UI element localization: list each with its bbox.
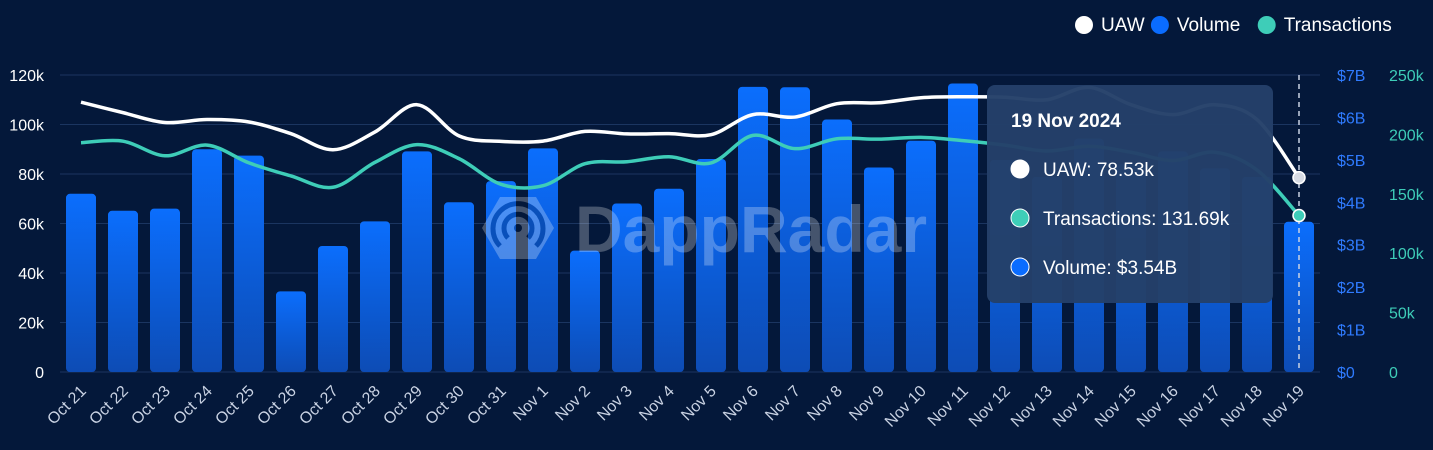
left-axis-tick-label: 20k xyxy=(18,316,45,333)
x-axis-tick-label: Nov 8 xyxy=(804,383,846,425)
volume-axis-tick-label: $5B xyxy=(1337,153,1365,170)
volume-bar xyxy=(822,119,852,372)
tooltip-title: 19 Nov 2024 xyxy=(1011,111,1121,132)
tooltip-item: Volume: $3.54B xyxy=(1043,258,1177,279)
volume-axis-tick-label: $3B xyxy=(1337,238,1365,255)
volume-bar xyxy=(864,167,894,372)
uaw-hover-point xyxy=(1292,170,1306,185)
volume-bar xyxy=(108,210,138,372)
x-axis-tick-label: Nov 7 xyxy=(762,383,804,425)
legend-marker-transactions xyxy=(1257,16,1276,34)
tooltip-marker xyxy=(1010,159,1030,179)
legend-label-volume: Volume xyxy=(1177,15,1240,36)
legend-marker-volume xyxy=(1150,16,1169,34)
volume-bar xyxy=(612,203,642,372)
x-axis-tick-label: Nov 6 xyxy=(720,383,762,425)
dappradar-watermark: DappRadar xyxy=(482,192,927,266)
x-axis-tick-label: Oct 28 xyxy=(338,383,383,428)
tooltip-item: UAW: 78.53k xyxy=(1043,160,1154,181)
left-axis-tick-label: 120k xyxy=(9,68,45,85)
x-axis-tick-label: Oct 22 xyxy=(86,383,131,428)
legend: UAW Volume Transactions xyxy=(1075,15,1392,36)
x-axis-tick-label: Oct 24 xyxy=(170,383,215,428)
left-axis-tick-label: 100k xyxy=(9,118,45,135)
volume-bar xyxy=(276,291,306,372)
left-axis-tick-label: 60k xyxy=(18,217,45,234)
transactions-axis-tick-label: 0 xyxy=(1389,365,1398,382)
volume-bar xyxy=(528,148,558,372)
tooltip: 19 Nov 2024 UAW: 78.53k Transactions: 131.… xyxy=(987,85,1273,303)
legend-marker-uaw xyxy=(1075,16,1093,34)
x-axis-tick-label: Nov 16 xyxy=(1134,383,1182,431)
tooltip-marker xyxy=(1010,257,1030,277)
x-axis-tick-label: Nov 3 xyxy=(594,383,636,425)
volume-bar xyxy=(486,181,516,372)
x-axis-tick-label: Nov 15 xyxy=(1092,383,1140,431)
volume-bar xyxy=(780,87,810,372)
x-axis-tick-label: Nov 18 xyxy=(1218,383,1266,431)
x-axis-tick-label: Oct 25 xyxy=(212,383,257,428)
grid-lines xyxy=(60,74,1320,373)
legend-label-uaw: UAW xyxy=(1101,15,1145,36)
x-axis-tick-label: Nov 2 xyxy=(552,383,594,425)
x-axis-tick-label: Nov 14 xyxy=(1050,383,1098,431)
x-axis-tick-label: Oct 21 xyxy=(44,383,89,428)
tooltip-item: Transactions: 131.69k xyxy=(1043,209,1230,230)
tooltip-marker xyxy=(1010,208,1030,228)
volume-bar xyxy=(360,221,390,372)
x-axis-tick-label: Oct 26 xyxy=(254,383,299,428)
dappradar-logo-icon xyxy=(482,197,554,259)
volume-bar xyxy=(570,250,600,372)
volume-bar xyxy=(1284,221,1314,372)
volume-bar xyxy=(444,202,474,372)
hover-crosshair xyxy=(1292,75,1306,372)
transactions-axis-tick-label: 150k xyxy=(1389,187,1425,204)
transactions-axis-tick-label: 100k xyxy=(1389,246,1425,263)
volume-bar xyxy=(234,155,264,372)
volume-axis-tick-label: $7B xyxy=(1337,68,1365,85)
volume-axis-tick-label: $6B xyxy=(1337,110,1365,127)
volume-bar xyxy=(66,193,96,372)
transactions-axis-tick-label: 50k xyxy=(1389,306,1416,323)
volume-bar xyxy=(906,140,936,372)
tooltip-box xyxy=(987,85,1273,303)
x-axis-tick-label: Nov 13 xyxy=(1008,383,1056,431)
volume-bar xyxy=(402,151,432,372)
transactions-axis-tick-label: 250k xyxy=(1389,68,1425,85)
transactions-hover-point xyxy=(1292,208,1306,223)
volume-axis-tick-label: $1B xyxy=(1337,323,1365,340)
left-axis-tick-label: 0 xyxy=(35,365,44,382)
transactions-axis-tick-label: 200k xyxy=(1389,127,1425,144)
x-axis-tick-label: Oct 29 xyxy=(380,383,425,428)
x-axis-tick-label: Nov 10 xyxy=(882,383,930,431)
x-axis-tick-label: Nov 5 xyxy=(678,383,720,425)
volume-bar xyxy=(948,83,978,372)
watermark-text: DappRadar xyxy=(575,192,927,266)
x-axis-tick-label: Nov 4 xyxy=(636,383,678,425)
x-axis-tick-label: Oct 27 xyxy=(296,383,341,428)
x-axis-tick-label: Nov 1 xyxy=(510,383,552,425)
x-axis-tick-label: Oct 31 xyxy=(464,383,509,428)
volume-bar xyxy=(192,149,222,372)
left-axis-tick-label: 40k xyxy=(18,266,45,283)
legend-label-transactions: Transactions xyxy=(1284,15,1392,36)
x-axis-tick-label: Nov 17 xyxy=(1176,383,1224,431)
x-axis-tick-label: Oct 23 xyxy=(128,383,173,428)
x-axis-tick-label: Nov 19 xyxy=(1260,383,1308,431)
volume-bar xyxy=(318,245,348,372)
volume-axis-tick-label: $0 xyxy=(1337,365,1355,382)
x-axis-tick-label: Oct 30 xyxy=(422,383,467,428)
volume-axis-tick-label: $2B xyxy=(1337,280,1365,297)
volume-bar xyxy=(696,159,726,372)
left-axis-tick-label: 80k xyxy=(18,167,45,184)
volume-axis-tick-label: $4B xyxy=(1337,195,1365,212)
volume-bar xyxy=(654,188,684,372)
x-axis-tick-label: Nov 12 xyxy=(966,383,1014,431)
volume-bar xyxy=(150,208,180,372)
volume-bar xyxy=(738,86,768,372)
x-axis-tick-label: Nov 11 xyxy=(925,383,972,430)
